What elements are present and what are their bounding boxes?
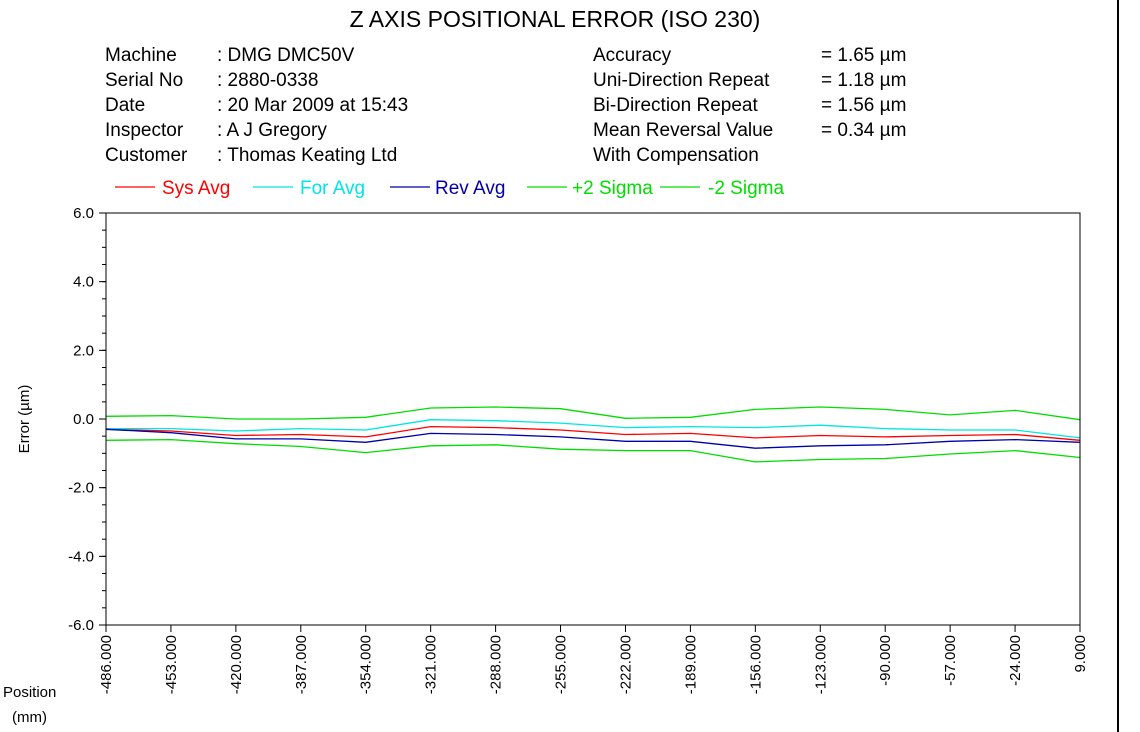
date-label: Date: [105, 95, 146, 116]
y-tick-label: 2.0: [73, 342, 94, 359]
serial-value: : 2880-0338: [217, 70, 319, 91]
y-tick-label: -4.0: [68, 548, 94, 565]
plot-frame: [105, 212, 1081, 626]
accuracy-value: = 1.65 µm: [821, 45, 907, 66]
date-row: Date : 20 Mar 2009 at 15:43: [105, 93, 408, 118]
legend-label-sys-avg: Sys Avg: [162, 178, 230, 199]
uni-repeat-row: Uni-Direction Repeat = 1.18 µm: [593, 68, 906, 93]
compensation-label: With Compensation: [593, 145, 759, 166]
bi-repeat-value: = 1.56 µm: [821, 95, 907, 116]
bi-repeat-row: Bi-Direction Repeat = 1.56 µm: [593, 93, 906, 118]
customer-value: : Thomas Keating Ltd: [217, 145, 398, 166]
customer-row: Customer : Thomas Keating Ltd: [105, 143, 408, 168]
x-tick-label: -288.000: [488, 635, 505, 694]
compensation-row: With Compensation: [593, 143, 906, 168]
machine-info: Machine : DMG DMC50V Serial No : 2880-0338…: [105, 43, 408, 168]
reversal-label: Mean Reversal Value: [593, 120, 774, 141]
x-tick-label: 9.000: [1072, 635, 1089, 673]
x-tick-label: -321.000: [423, 635, 440, 694]
x-tick-label: -387.000: [293, 635, 310, 694]
date-value: : 20 Mar 2009 at 15:43: [217, 95, 409, 116]
series-line-rev-avg: [105, 428, 1081, 449]
serial-row: Serial No : 2880-0338: [105, 68, 408, 93]
x-tick-label: -156.000: [747, 635, 764, 694]
x-axis-ticks: -486.000 -453.000 -420.000 -387.000 -354.000…: [98, 625, 1089, 694]
machine-value: : DMG DMC50V: [217, 45, 355, 66]
x-tick-label: -123.000: [812, 635, 829, 694]
legend: Sys Avg For Avg Rev Avg +2 Sigma -2 Sigma: [115, 178, 784, 199]
x-tick-label: -24.000: [1007, 635, 1024, 686]
x-tick-label: -57.000: [942, 635, 959, 686]
y-axis-ticks: 6.0 4.0 2.0 0.0 -2.0 -4.0 -6.0: [68, 205, 106, 634]
legend-label-2-sigma: -2 Sigma: [708, 178, 784, 199]
reversal-row: Mean Reversal Value = 0.34 µm: [593, 118, 906, 143]
y-tick-label: -6.0: [68, 617, 94, 634]
legend-label-rev-avg: Rev Avg: [435, 178, 505, 199]
inspector-value: : A J Gregory: [217, 120, 327, 141]
x-tick-label: -354.000: [358, 635, 375, 694]
series-lines: [105, 406, 1081, 463]
reversal-value: = 0.34 µm: [821, 120, 907, 141]
series-line-for-avg: [106, 419, 1081, 439]
inspector-row: Inspector : A J Gregory: [105, 118, 408, 143]
page-right-border: [1117, 0, 1119, 732]
x-axis-unit: (mm): [12, 709, 47, 726]
y-tick-label: 4.0: [73, 274, 94, 291]
x-axis-title: Position: [3, 684, 56, 701]
y-tick-label: 0.0: [73, 411, 94, 428]
y-axis-title: Error (µm): [16, 385, 33, 454]
x-tick-label: -420.000: [228, 635, 245, 694]
x-tick-label: -189.000: [682, 635, 699, 694]
x-tick-label: -222.000: [617, 635, 634, 694]
series-line-2-sigma: [105, 406, 1081, 421]
accuracy-label: Accuracy: [593, 45, 672, 66]
series-line-sys-avg: [105, 425, 1081, 441]
x-tick-label: -255.000: [553, 635, 570, 694]
x-tick-label: -453.000: [163, 635, 180, 694]
serial-label: Serial No: [105, 70, 184, 91]
accuracy-row: Accuracy = 1.65 µm: [593, 43, 906, 68]
customer-label: Customer: [105, 145, 188, 166]
uni-repeat-label: Uni-Direction Repeat: [593, 70, 770, 91]
uni-repeat-value: = 1.18 µm: [821, 70, 907, 91]
x-tick-label: -90.000: [877, 635, 894, 686]
machine-row: Machine : DMG DMC50V: [105, 43, 408, 68]
results-info: Accuracy = 1.65 µm Uni-Direction Repeat = …: [593, 43, 906, 168]
legend-label-for-avg: For Avg: [300, 178, 365, 199]
x-tick-label: -486.000: [98, 635, 115, 694]
legend-label-2-sigma: +2 Sigma: [572, 178, 653, 199]
machine-label: Machine: [105, 45, 177, 66]
y-tick-label: 6.0: [73, 205, 94, 222]
inspector-label: Inspector: [105, 120, 184, 141]
bi-repeat-label: Bi-Direction Repeat: [593, 95, 758, 116]
y-tick-label: -2.0: [68, 480, 94, 497]
chart-title: Z AXIS POSITIONAL ERROR (ISO 230): [349, 6, 761, 32]
series-line-2-sigma: [105, 438, 1081, 463]
